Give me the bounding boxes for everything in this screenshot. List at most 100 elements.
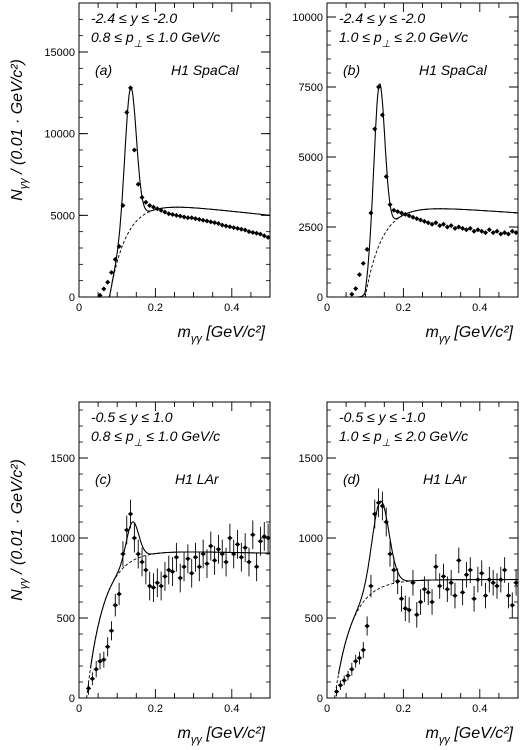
data-point — [235, 225, 241, 231]
data-point — [215, 221, 221, 226]
x-tick-label: 0.4 — [472, 302, 487, 314]
x-axis-label: mγγ [GeV/c²] — [426, 324, 514, 345]
data-point — [189, 215, 195, 221]
data-point — [441, 573, 447, 579]
data-point — [379, 503, 385, 509]
pt-cut-label: 1.0 ≤ p⊥ ≤ 2.0 GeV/c — [339, 29, 468, 50]
panel-label: (c) — [95, 471, 111, 487]
data-point — [391, 207, 397, 213]
data-point — [97, 292, 103, 298]
data-point — [456, 557, 462, 563]
data-point — [513, 580, 519, 586]
data-point — [261, 233, 267, 239]
data-point — [398, 596, 404, 602]
data-point — [143, 199, 149, 205]
data-point — [238, 554, 244, 560]
x-tick-label: 0.4 — [224, 703, 239, 715]
y-tick-label: 2500 — [299, 222, 323, 234]
chart-panel-a: 0 5000 10000 15000 0 0.2 0.4 -2.4 ≤ y ≤ -2.0 0.8… — [9, 2, 271, 345]
data-point — [242, 545, 248, 551]
x-tick-label: 0 — [76, 703, 82, 715]
y-tick-label: 1000 — [51, 533, 75, 545]
data-point — [444, 224, 450, 230]
data-point — [193, 554, 199, 560]
y-tick-label: 0 — [69, 292, 75, 304]
data-point — [383, 519, 389, 525]
data-point — [254, 564, 260, 570]
data-point — [128, 85, 134, 91]
data-point — [509, 228, 515, 234]
data-point — [467, 567, 473, 573]
x-tick-label: 0 — [324, 703, 330, 715]
data-point — [120, 551, 126, 557]
data-point — [448, 580, 454, 586]
data-point — [356, 655, 362, 661]
data-point — [215, 546, 221, 552]
data-point — [227, 224, 233, 230]
data-point — [463, 572, 469, 578]
data-point — [101, 286, 107, 292]
data-point — [261, 533, 267, 539]
data-point — [479, 228, 485, 234]
rapidity-cut-label: -0.5 ≤ y ≤ 1.0 — [91, 409, 173, 425]
data-point — [444, 586, 450, 592]
data-point — [250, 229, 256, 235]
data-point — [498, 577, 504, 583]
data-point — [452, 593, 458, 599]
data-point — [177, 575, 183, 581]
fit-curve — [89, 521, 271, 669]
x-tick-label: 0 — [324, 302, 330, 314]
data-point — [425, 589, 431, 595]
fit-curve — [355, 83, 518, 298]
data-point — [185, 215, 191, 221]
data-point — [177, 213, 183, 219]
data-point — [414, 612, 420, 618]
data-point — [341, 677, 347, 683]
rapidity-cut-label: -0.5 ≤ y ≤ -1.0 — [339, 409, 425, 425]
data-point — [387, 202, 393, 208]
data-point — [173, 554, 179, 560]
background-curve — [109, 206, 271, 298]
data-point — [498, 231, 504, 237]
data-point — [398, 210, 404, 216]
data-point — [223, 223, 229, 229]
data-point — [456, 224, 462, 230]
background-curve — [86, 551, 271, 699]
data-point — [334, 689, 340, 695]
data-point — [231, 225, 237, 231]
data-point — [170, 569, 176, 575]
data-point — [402, 211, 408, 217]
data-point — [135, 551, 141, 557]
data-point — [418, 217, 424, 223]
chart-panel-b: 0 2500 5000 7500 10000 0 0.2 0.4 -2.4 ≤ y ≤ -2.0… — [292, 2, 519, 345]
plot-frame — [78, 2, 271, 298]
y-tick-label: 0 — [69, 693, 75, 705]
data-point — [486, 577, 492, 583]
data-point — [124, 527, 130, 533]
data-point — [441, 221, 447, 227]
data-point — [158, 207, 164, 213]
data-point — [93, 666, 99, 672]
data-point — [150, 204, 156, 210]
data-point — [475, 577, 481, 583]
data-point — [429, 221, 435, 227]
data-point — [475, 227, 481, 233]
data-point — [257, 231, 263, 237]
data-point — [483, 593, 489, 599]
data-point — [131, 535, 137, 541]
rapidity-cut-label: -2.4 ≤ y ≤ -2.0 — [339, 10, 425, 26]
data-point — [162, 209, 168, 215]
data-point — [212, 557, 218, 563]
detector-label: H1 SpaCal — [419, 62, 488, 78]
data-point — [402, 605, 408, 611]
data-point — [421, 586, 427, 592]
data-point — [112, 602, 118, 608]
data-point — [135, 181, 141, 187]
data-point — [147, 583, 153, 589]
data-point — [265, 234, 271, 240]
data-point — [124, 109, 130, 115]
x-tick-label: 0.2 — [148, 703, 163, 715]
data-point — [246, 229, 252, 235]
data-point — [406, 607, 412, 613]
data-point — [360, 260, 366, 266]
